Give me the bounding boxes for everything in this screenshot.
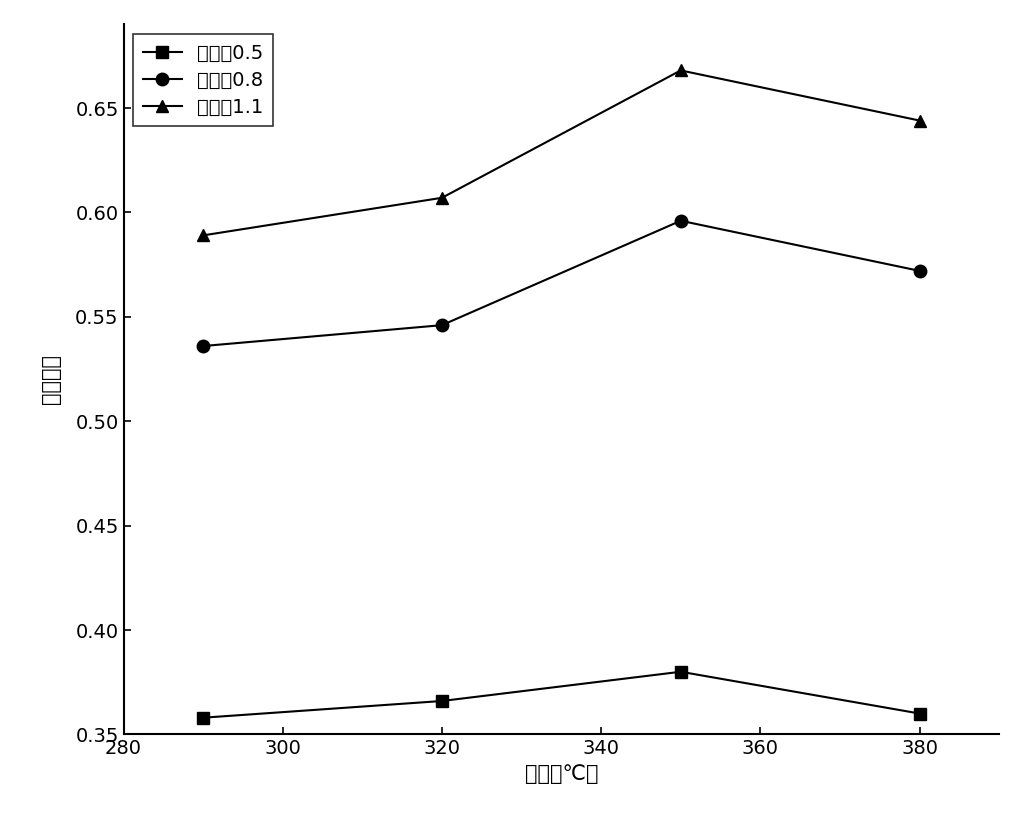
X-axis label: 温度（℃）: 温度（℃） bbox=[524, 764, 598, 784]
氨氮比0.8 bbox=[436, 320, 448, 330]
氨氮比1.1 bbox=[675, 65, 687, 75]
氨氮比0.5 bbox=[914, 708, 926, 718]
Line: 氨氮比0.8: 氨氮比0.8 bbox=[197, 215, 926, 353]
氨氮比0.8 bbox=[197, 341, 209, 351]
氨氮比0.8 bbox=[914, 266, 926, 276]
氨氮比0.8 bbox=[675, 216, 687, 226]
Line: 氨氮比0.5: 氨氮比0.5 bbox=[197, 666, 926, 724]
Line: 氨氮比1.1: 氨氮比1.1 bbox=[197, 64, 926, 242]
氨氮比1.1 bbox=[197, 230, 209, 240]
Legend: 氨氮比0.5, 氨氮比0.8, 氨氮比1.1: 氨氮比0.5, 氨氮比0.8, 氨氮比1.1 bbox=[133, 34, 273, 126]
氨氮比0.5 bbox=[197, 713, 209, 723]
氨氮比1.1 bbox=[914, 116, 926, 126]
氨氮比0.5 bbox=[675, 667, 687, 676]
Y-axis label: 脱祈效率: 脱祈效率 bbox=[41, 354, 62, 405]
氨氮比0.5 bbox=[436, 696, 448, 706]
氨氮比1.1 bbox=[436, 193, 448, 202]
